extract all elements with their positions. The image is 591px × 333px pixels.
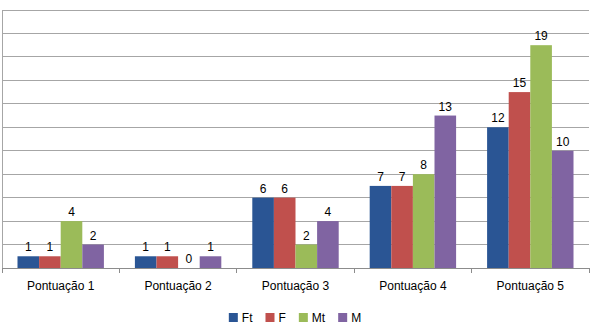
data-label: 1 xyxy=(47,240,54,254)
legend-label: Ft xyxy=(242,311,253,325)
data-label: 1 xyxy=(25,240,32,254)
x-tick xyxy=(471,268,472,273)
bar xyxy=(530,45,552,268)
legend-label: M xyxy=(351,311,361,325)
bar xyxy=(391,186,413,268)
bar xyxy=(413,174,435,268)
bar xyxy=(296,245,318,268)
bar xyxy=(39,256,61,268)
grid-line xyxy=(2,80,589,81)
bar xyxy=(135,256,157,268)
legend-label: Mt xyxy=(312,311,326,325)
bar xyxy=(61,221,83,268)
data-label: 1 xyxy=(142,240,149,254)
legend-swatch xyxy=(338,313,347,322)
legend-swatch xyxy=(299,313,308,322)
data-label: 19 xyxy=(534,29,548,43)
x-tick-label: Pontuação 5 xyxy=(497,279,565,293)
data-label: 4 xyxy=(68,205,75,219)
chart-container: 1167121167154028192141310Pontuação 1Pont… xyxy=(0,0,591,333)
legend-swatch xyxy=(229,313,238,322)
grid-line xyxy=(2,33,589,34)
legend-label: F xyxy=(278,311,285,325)
grid xyxy=(2,10,589,268)
bar xyxy=(552,151,574,268)
x-tick xyxy=(119,268,120,273)
bar xyxy=(509,92,531,268)
bar xyxy=(82,245,104,268)
x-axis-line xyxy=(2,268,589,269)
data-label: 8 xyxy=(420,158,427,172)
data-label: 2 xyxy=(303,229,310,243)
x-tick xyxy=(2,268,3,273)
y-axis-line xyxy=(2,10,3,268)
chart: 1167121167154028192141310Pontuação 1Pont… xyxy=(0,0,591,333)
data-label: 7 xyxy=(399,170,406,184)
data-label: 15 xyxy=(513,76,527,90)
data-label: 0 xyxy=(186,252,193,266)
bar xyxy=(156,256,178,268)
x-tick-label: Pontuação 1 xyxy=(27,279,95,293)
x-tick-label: Pontuação 3 xyxy=(262,279,330,293)
grid-line xyxy=(2,103,589,104)
grid-line xyxy=(2,56,589,57)
data-label: 6 xyxy=(260,182,267,196)
data-label: 12 xyxy=(491,111,505,125)
data-label: 6 xyxy=(281,182,288,196)
bar xyxy=(200,256,222,268)
grid-line xyxy=(2,10,589,11)
grid-line xyxy=(2,268,589,269)
bar xyxy=(274,198,296,268)
x-tick-label: Pontuação 2 xyxy=(144,279,212,293)
data-label: 2 xyxy=(90,229,97,243)
bar xyxy=(17,256,39,268)
data-label: 4 xyxy=(325,205,332,219)
x-tick xyxy=(236,268,237,273)
x-tick xyxy=(354,268,355,273)
x-tick xyxy=(589,268,590,273)
x-tick-label: Pontuação 4 xyxy=(379,279,447,293)
bar xyxy=(435,116,457,268)
bar xyxy=(252,198,274,268)
bars xyxy=(17,45,573,268)
data-label: 10 xyxy=(556,135,570,149)
legend-swatch xyxy=(265,313,274,322)
bar xyxy=(487,127,509,268)
data-label: 1 xyxy=(207,240,214,254)
x-axis: Pontuação 1 Pontuação 2 Pontuação 3 Pontuaç… xyxy=(2,268,589,293)
bar xyxy=(370,186,392,268)
data-labels: 1 1 6 7 12 1 1 6 7 15 4 0 2 8 19 2 1 4 13 10 xyxy=(25,29,570,266)
data-label: 7 xyxy=(377,170,384,184)
data-label: 1 xyxy=(164,240,171,254)
legend: Ft F Mt M xyxy=(229,311,361,325)
bar xyxy=(317,221,339,268)
data-label: 13 xyxy=(439,100,453,114)
